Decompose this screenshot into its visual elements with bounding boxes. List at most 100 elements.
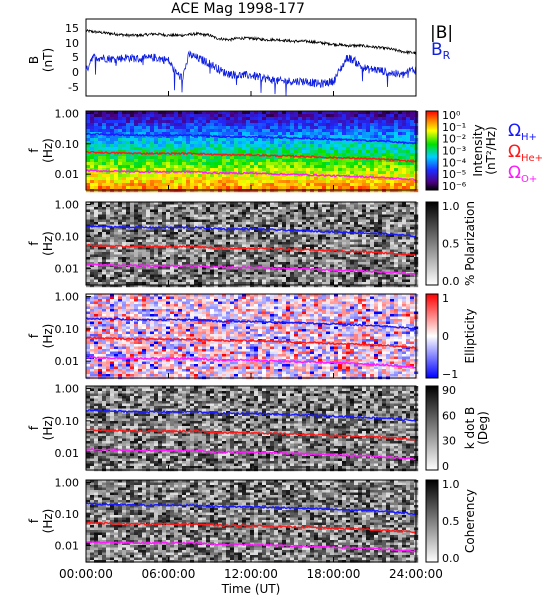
spectrogram-cell — [382, 239, 387, 243]
spectrogram-cell — [134, 274, 139, 278]
spectrogram-cell — [362, 237, 367, 240]
spectrogram-cell — [358, 219, 363, 223]
spectrogram-cell — [302, 153, 307, 157]
spectrogram-cell — [214, 244, 219, 248]
spectrogram-cell — [258, 156, 263, 160]
spectrogram-cell — [350, 212, 355, 215]
spectrogram-cell — [346, 126, 351, 130]
spectrogram-cell — [318, 264, 323, 268]
spectrogram-cell — [302, 269, 307, 273]
spectrogram-cell — [382, 237, 387, 240]
spectrogram-cell — [294, 165, 299, 169]
spectrogram-cell — [166, 129, 171, 133]
spectrogram-cell — [286, 269, 291, 273]
spectrogram-cell — [354, 171, 359, 175]
spectrogram-cell — [234, 209, 239, 213]
spectrogram-cell — [194, 217, 199, 220]
spectrogram-cell — [346, 162, 351, 166]
spectrogram-cell — [282, 117, 287, 121]
spectrogram-cell — [362, 239, 367, 243]
spectrogram-cell — [230, 217, 235, 220]
spectrogram-cell — [310, 165, 315, 169]
spectrogram-cell — [122, 204, 127, 208]
spectrogram-cell — [250, 209, 255, 213]
spectrogram-cell — [194, 132, 199, 136]
spectrogram-cell — [106, 212, 111, 215]
spectrogram-cell — [302, 207, 307, 210]
spectrogram-cell — [146, 159, 151, 163]
spectrogram-cell — [366, 168, 371, 172]
spectrogram-cell — [226, 204, 231, 208]
spectrogram-cell — [126, 144, 131, 148]
spectrogram-cell — [246, 183, 251, 187]
spectrogram-cell — [266, 277, 271, 280]
spectrogram-cell — [114, 114, 119, 118]
spectrogram-cell — [242, 272, 247, 275]
spectrogram-cell — [174, 150, 179, 154]
spectrogram-cell — [274, 177, 279, 181]
spectrogram-cell — [374, 262, 379, 265]
spectrogram-cell — [158, 189, 163, 193]
spectrogram-cell — [186, 168, 191, 172]
spectrogram-cell — [150, 204, 155, 208]
spectrogram-cell — [214, 267, 219, 270]
spectrogram-cell — [342, 247, 347, 250]
spectrogram-cell — [114, 171, 119, 175]
spectrogram-cell — [278, 189, 283, 193]
spectrogram-cell — [286, 159, 291, 163]
spectrogram-cell — [174, 177, 179, 181]
spectrogram-cell — [218, 165, 223, 169]
spectrogram-cell — [410, 207, 415, 210]
spectrogram-cell — [262, 259, 267, 263]
spectrogram-cell — [294, 171, 299, 175]
spectrogram-cell — [90, 227, 95, 230]
spectrogram-cell — [282, 171, 287, 175]
spectrogram-cell — [86, 177, 91, 181]
spectrogram-cell — [118, 229, 123, 233]
spectrogram-cell — [138, 259, 143, 263]
spectrogram-cell — [274, 204, 279, 208]
spectrogram-cell — [382, 120, 387, 124]
spectrogram-cell — [362, 229, 367, 233]
spectrogram-cell — [346, 168, 351, 172]
spectrogram-cell — [386, 247, 391, 250]
spectrogram-cell — [94, 111, 99, 115]
spectrogram-cell — [102, 242, 107, 245]
spectrogram-cell — [366, 177, 371, 181]
series-line-1 — [85, 50, 416, 96]
spectrogram-cell — [234, 174, 239, 178]
spectrogram-cell — [186, 186, 191, 190]
spectrogram-cell — [278, 219, 283, 223]
spectrogram-cell — [154, 269, 159, 273]
spectrogram-cell — [262, 219, 267, 223]
spectrogram-cell — [174, 282, 179, 285]
spectrogram-cell — [126, 123, 131, 127]
spectrogram-cell — [210, 234, 215, 238]
spectrogram-cell — [338, 117, 343, 121]
spectrogram-cell — [166, 177, 171, 181]
spectrogram-cell — [274, 117, 279, 121]
spectrogram-cell — [386, 222, 391, 225]
spectrogram-cell — [410, 217, 415, 220]
spectrogram-cell — [182, 274, 187, 278]
spectrogram-cell — [222, 129, 227, 133]
spectrogram-cell — [366, 156, 371, 160]
spectrogram-cell — [122, 120, 127, 124]
spectrogram-cell — [110, 282, 115, 285]
spectrogram-cell — [314, 123, 319, 127]
spectrogram-cell — [350, 219, 355, 223]
spectrogram-cell — [246, 227, 251, 230]
spectrogram-cell — [210, 249, 215, 253]
spectrogram-cell — [322, 242, 327, 245]
spectrogram-cell — [118, 272, 123, 275]
spectrogram-cell — [294, 153, 299, 157]
spectrogram-cell — [150, 117, 155, 121]
spectrogram-cell — [262, 186, 267, 190]
spectrogram-cell — [198, 177, 203, 181]
spectrogram-cell — [354, 239, 359, 243]
spectrogram-cell — [102, 264, 107, 268]
spectrogram-cell — [174, 138, 179, 142]
spectrogram-cell — [130, 183, 135, 187]
spectrogram-cell — [386, 219, 391, 223]
